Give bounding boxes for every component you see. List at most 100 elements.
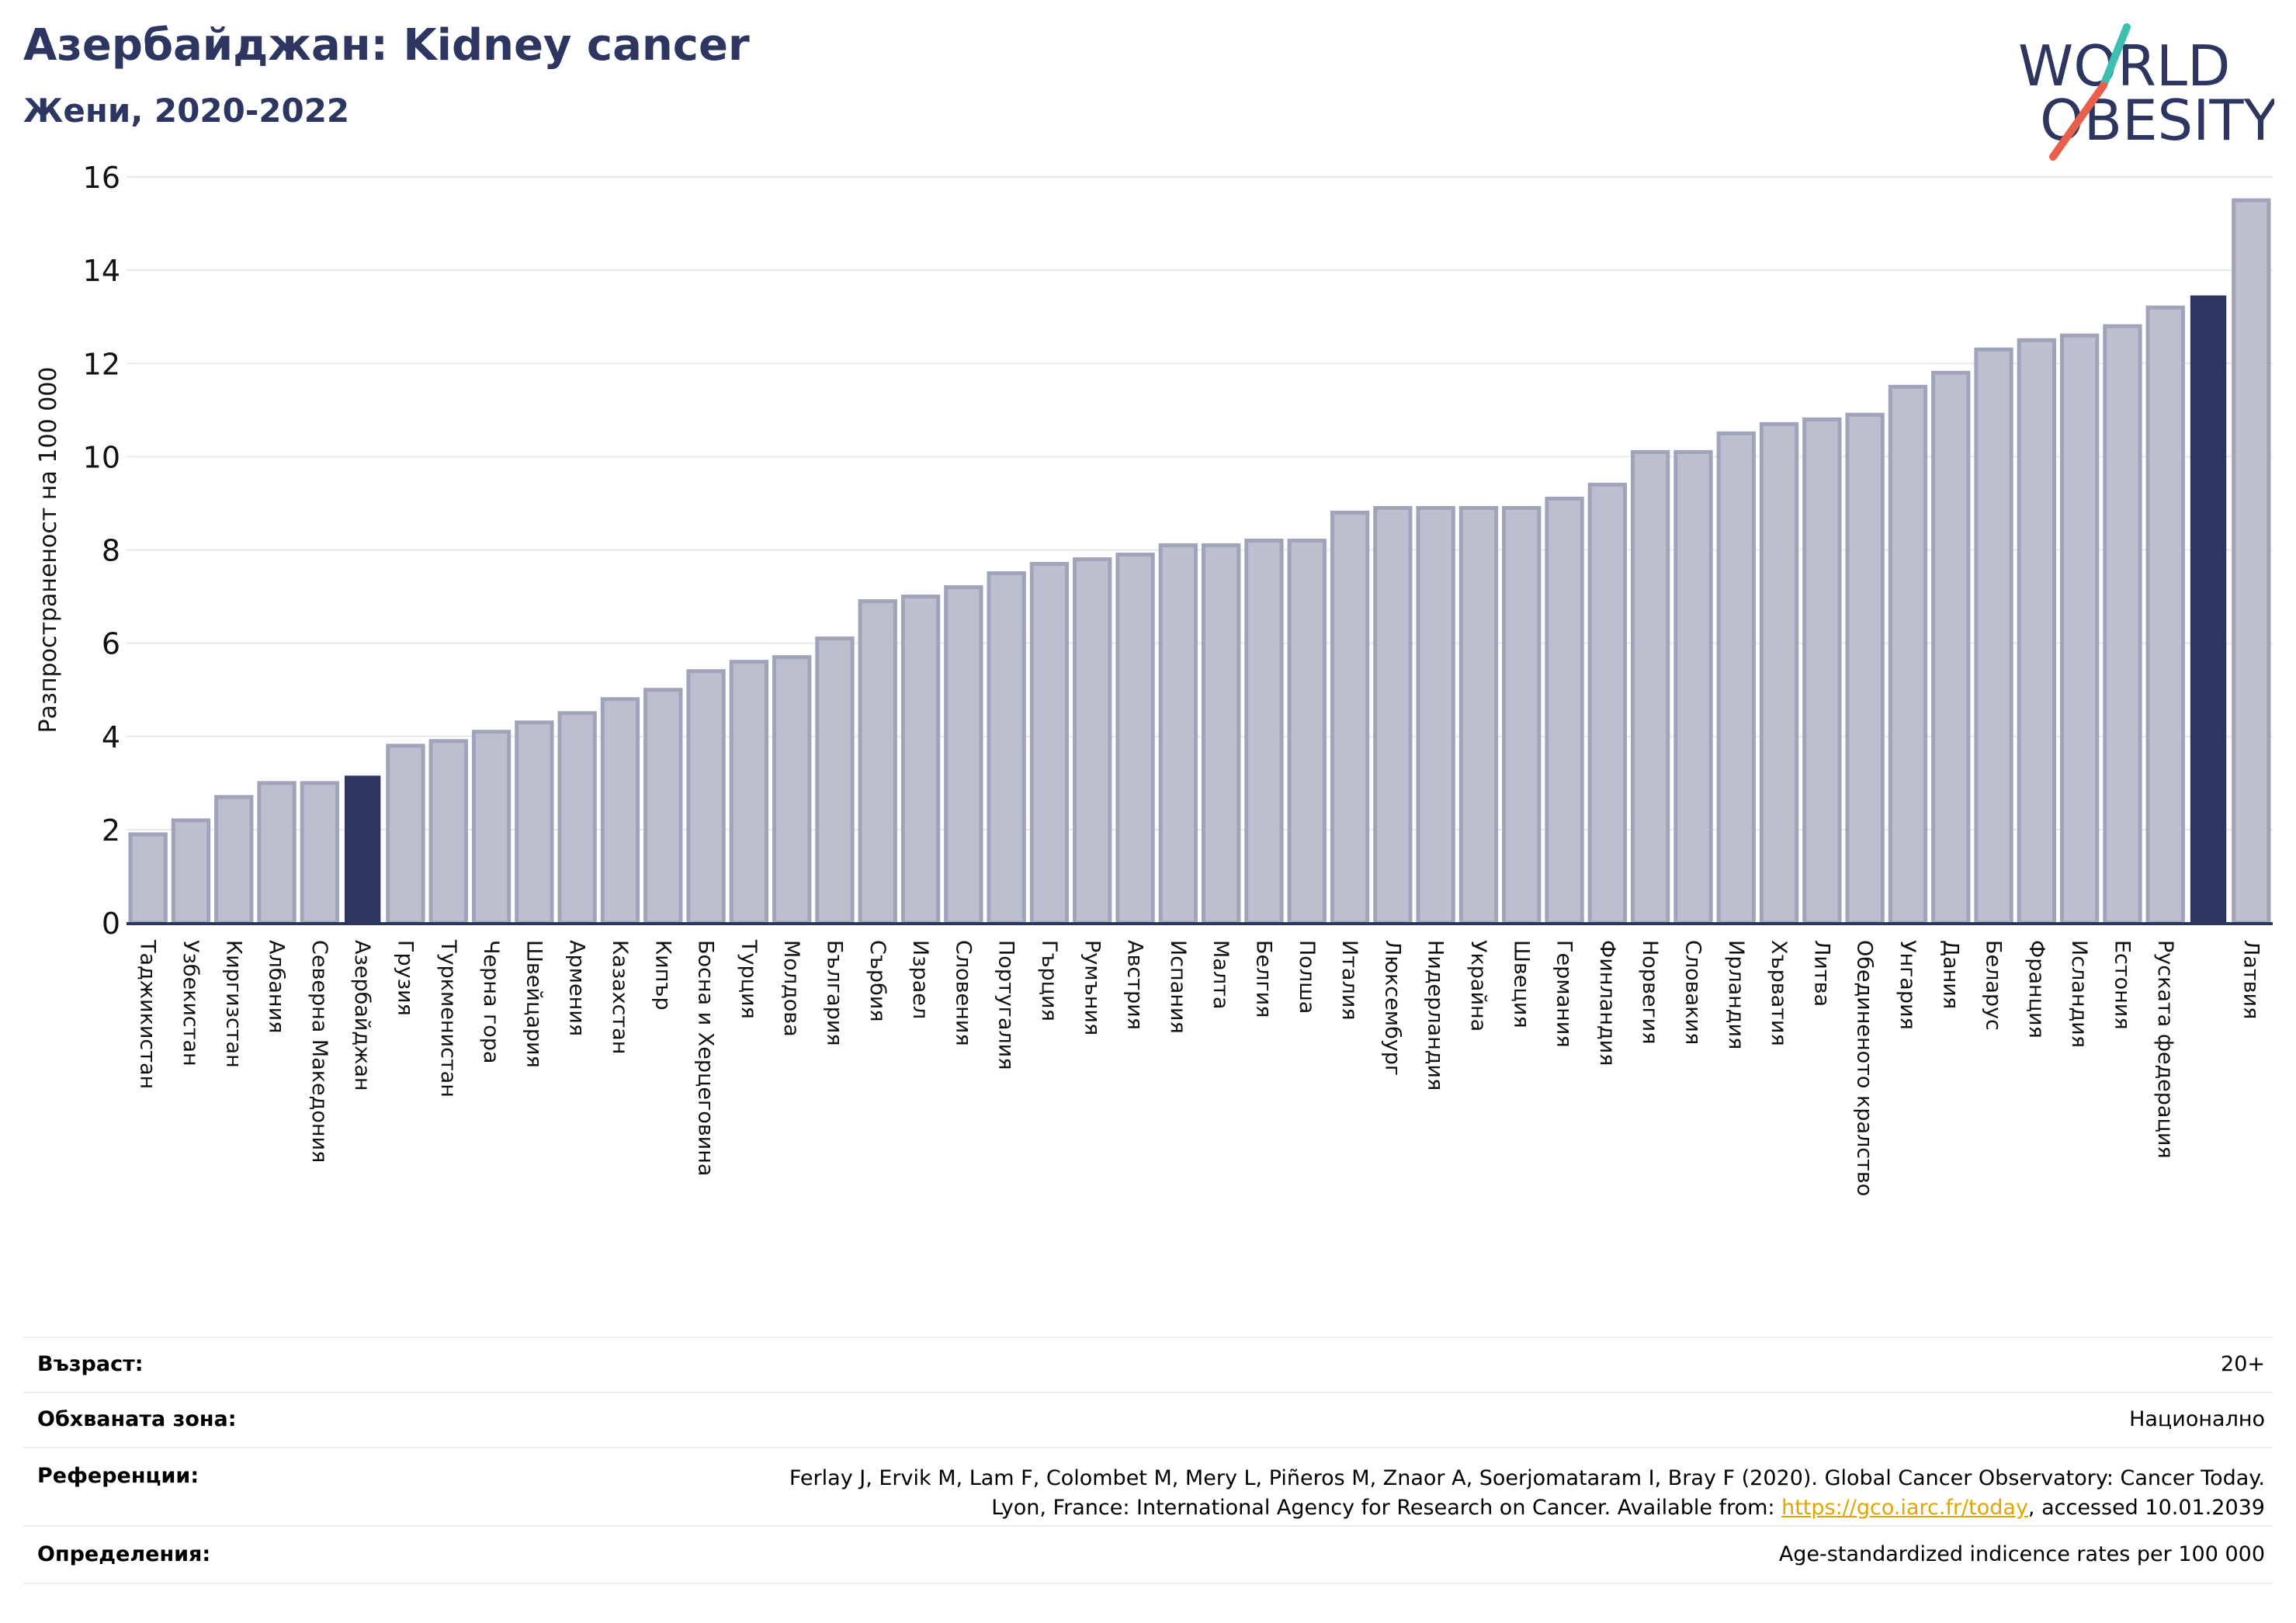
references-link[interactable]: https://gco.iarc.fr/today xyxy=(1781,1496,2028,1520)
definitions-label: Определения: xyxy=(37,1542,211,1566)
x-tick-label: Турция xyxy=(737,939,761,1019)
references-line-2-text: Lyon, France: International Agency for R… xyxy=(991,1496,1782,1520)
y-tick-label: 2 xyxy=(102,813,120,848)
bar xyxy=(686,669,726,925)
x-tick-label: Люксембург xyxy=(1380,940,1404,1076)
bar xyxy=(1029,562,1070,925)
x-tick-label: Босна и Херцеговина xyxy=(694,940,718,1176)
x-tick-label: Гърция xyxy=(1037,940,1061,1021)
bar xyxy=(471,730,512,925)
bar-chart: 0 2 4 6 8 10 12 14 16 Разпространеност на 100 000… xyxy=(35,161,2273,1196)
bar xyxy=(2059,333,2100,925)
x-tick-label: Обединеното кралство xyxy=(1853,940,1877,1196)
x-tick-label: Естония xyxy=(2110,940,2134,1030)
bar xyxy=(1673,449,1713,925)
logo-text-world: WORLD xyxy=(2018,33,2230,99)
bar xyxy=(2232,198,2271,925)
bar xyxy=(944,585,983,925)
meta-row-definitions: Определения: Age-standardized indicence … xyxy=(23,1525,2273,1584)
age-label: Възраст: xyxy=(37,1352,144,1376)
bar xyxy=(1888,384,1928,925)
age-value: 20+ xyxy=(2221,1352,2265,1376)
bar xyxy=(128,832,168,925)
x-tick-label: Словения xyxy=(951,940,975,1046)
bar xyxy=(643,688,683,925)
bar xyxy=(2145,305,2185,925)
x-tick-label: Латвия xyxy=(2239,940,2263,1019)
x-tick-label: Черна гора xyxy=(479,940,503,1063)
bar xyxy=(900,595,941,925)
x-tick-label: Казахстан xyxy=(608,940,632,1054)
bar xyxy=(1502,505,1542,925)
x-tick-label: Португалия xyxy=(994,940,1018,1070)
bar xyxy=(214,795,254,925)
references-value: Ferlay J, Ervik M, Lam F, Colombet M, Me… xyxy=(789,1464,2265,1523)
bar xyxy=(171,818,211,925)
bar xyxy=(1802,417,1842,925)
definitions-value: Age-standardized indicence rates per 100… xyxy=(1778,1542,2265,1566)
x-tick-label: Испания xyxy=(1166,940,1190,1034)
x-tick-label: Армения xyxy=(565,940,589,1036)
x-tick-label: Белгия xyxy=(1251,940,1275,1018)
x-tick-label: Азербайджан xyxy=(350,940,374,1091)
chart-title: Азербайджан: Kidney cancer xyxy=(23,20,750,71)
meta-row-age: Възраст: 20+ xyxy=(23,1337,2273,1392)
x-tick-label: Хърватия xyxy=(1767,940,1791,1046)
bar xyxy=(1458,505,1499,925)
meta-row-references: Референции: Ferlay J, Ervik M, Lam F, Co… xyxy=(23,1447,2273,1526)
bar xyxy=(1587,482,1628,925)
x-tick-label: Руската федерация xyxy=(2153,940,2177,1159)
bar xyxy=(515,720,554,925)
y-tick-label: 4 xyxy=(102,720,120,754)
x-tick-label: Италия xyxy=(1337,940,1361,1021)
x-tick-label: Израел xyxy=(908,940,932,1019)
logo-slash-teal xyxy=(2100,23,2131,89)
x-tick-label: Узбекистан xyxy=(179,940,203,1066)
x-tick-label: Полша xyxy=(1295,940,1319,1014)
bar xyxy=(1545,496,1584,925)
bar xyxy=(1845,412,1885,925)
y-tick-label: 12 xyxy=(83,347,120,381)
references-line-1: Ferlay J, Ervik M, Lam F, Colombet M, Me… xyxy=(789,1466,2265,1490)
bar xyxy=(1759,421,1799,925)
y-tick-label: 0 xyxy=(102,907,120,941)
chart-subtitle: Жени, 2020-2022 xyxy=(23,92,350,130)
x-tick-label: Нидерландия xyxy=(1424,940,1448,1091)
x-tick-label: Швеция xyxy=(1509,940,1533,1028)
x-tick-label: Таджикистан xyxy=(136,939,160,1089)
x-tick-label: Унгария xyxy=(1895,940,1920,1030)
bar xyxy=(858,599,897,925)
y-tick-label: 10 xyxy=(83,440,120,474)
y-tick-label: 16 xyxy=(83,161,120,195)
x-tick-label: България xyxy=(822,940,846,1046)
y-tick-label: 14 xyxy=(83,254,120,288)
x-tick-label: Исландия xyxy=(2067,940,2091,1048)
x-tick-label: Норвегия xyxy=(1638,940,1662,1044)
bar xyxy=(1073,557,1112,925)
bar xyxy=(300,781,340,925)
x-tick-label: Киргизстан xyxy=(221,940,245,1068)
area-label: Обхваната зона: xyxy=(37,1407,237,1431)
x-tick-label: Австрия xyxy=(1123,940,1147,1030)
x-tick-label: Дания xyxy=(1938,940,1962,1009)
bar xyxy=(1201,543,1241,925)
x-tick-label: Ирландия xyxy=(1724,940,1748,1049)
x-tick-label: Албания xyxy=(265,940,289,1033)
bar xyxy=(1373,505,1413,925)
y-tick-label: 6 xyxy=(102,627,120,661)
bar xyxy=(1158,543,1198,925)
bar xyxy=(2017,338,2057,925)
x-tick-label: Грузия xyxy=(393,940,417,1016)
bar xyxy=(772,655,812,925)
bar xyxy=(815,636,855,925)
y-tick-label: 8 xyxy=(102,534,120,568)
x-tick-label: Молдова xyxy=(779,940,803,1037)
bar xyxy=(600,697,640,925)
x-tick-label: Сърбия xyxy=(865,940,890,1022)
bar xyxy=(344,775,381,924)
meta-row-area: Обхваната зона: Национално xyxy=(23,1392,2273,1448)
references-line-2-suffix: , accessed 10.01.2039 xyxy=(2027,1496,2265,1520)
x-tick-label: Малта xyxy=(1209,940,1233,1009)
bar xyxy=(2103,324,2142,925)
bar xyxy=(729,660,769,925)
